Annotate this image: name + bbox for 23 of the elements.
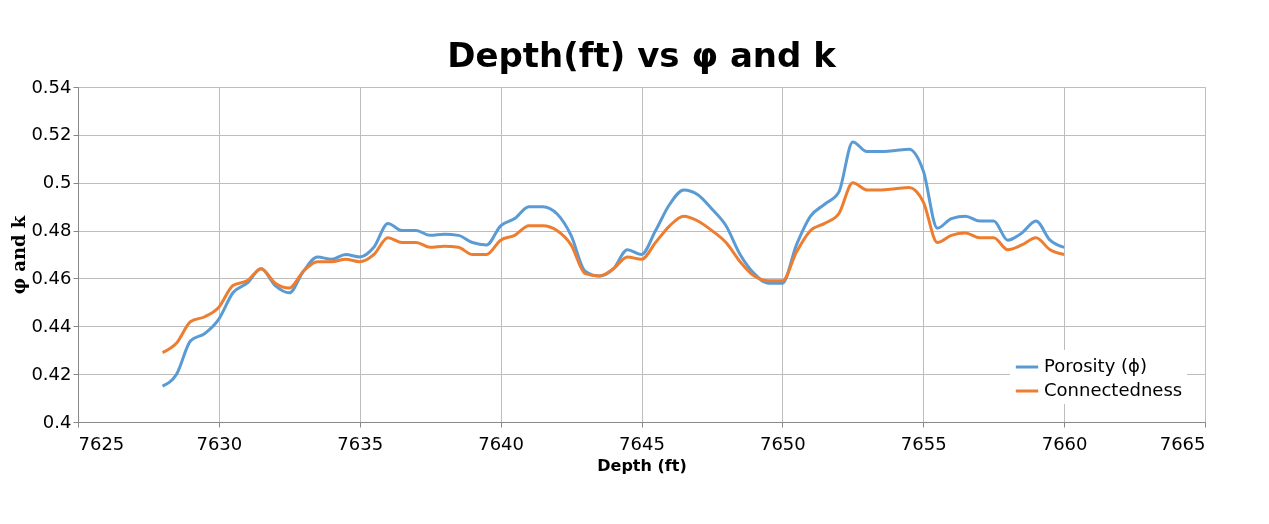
- x-tick-label: 7655: [900, 432, 947, 454]
- legend-label: Connectedness: [1044, 379, 1183, 400]
- y-tick-label: 0.4: [42, 410, 72, 432]
- line-series: [161, 181, 1066, 355]
- y-tick-label: 0.54: [31, 75, 72, 97]
- x-tick-label: 7630: [196, 432, 243, 454]
- x-tick-label: 7635: [337, 432, 384, 454]
- x-tick-label: 7625: [78, 432, 125, 454]
- legend-label: Porosity (ϕ): [1044, 355, 1147, 376]
- x-tick-label: 7660: [1041, 432, 1088, 454]
- chart-title: Depth(ft) vs φ and k: [447, 35, 838, 75]
- x-tick-label: 7650: [759, 432, 806, 454]
- x-axis-title: Depth (ft): [597, 455, 687, 475]
- x-tick-label: 7645: [619, 432, 665, 454]
- y-axis-title: φ and k: [8, 215, 30, 295]
- y-tick-label: 0.48: [31, 219, 72, 241]
- y-tick-label: 0.42: [31, 362, 72, 384]
- y-tick-label: 0.46: [31, 266, 72, 288]
- x-tick-label: 7665: [1159, 432, 1206, 454]
- y-tick-label: 0.5: [42, 171, 72, 193]
- x-tick-label: 7640: [478, 432, 525, 454]
- y-tick-label: 0.52: [31, 123, 72, 145]
- y-tick-label: 0.44: [31, 314, 72, 336]
